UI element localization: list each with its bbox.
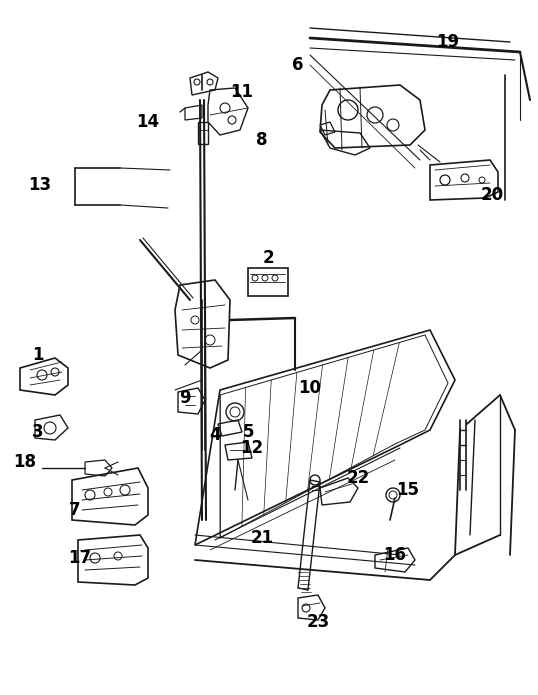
- Text: 18: 18: [13, 453, 37, 471]
- Text: 10: 10: [299, 379, 322, 397]
- Text: 9: 9: [179, 389, 191, 407]
- Text: 4: 4: [209, 426, 221, 444]
- Text: 17: 17: [68, 549, 91, 567]
- Text: 13: 13: [29, 176, 52, 194]
- Text: 15: 15: [397, 481, 420, 499]
- Text: 20: 20: [480, 186, 504, 204]
- Text: 12: 12: [240, 439, 264, 457]
- Text: 11: 11: [230, 83, 253, 101]
- Text: 2: 2: [262, 249, 274, 267]
- Text: 8: 8: [256, 131, 268, 149]
- Text: 21: 21: [250, 529, 273, 547]
- Text: 16: 16: [384, 546, 407, 564]
- Text: 23: 23: [306, 613, 330, 631]
- Bar: [248, 268, 288, 296]
- Text: 7: 7: [69, 501, 81, 519]
- Text: 22: 22: [346, 469, 370, 487]
- Bar: [198, 122, 208, 144]
- Text: 3: 3: [32, 423, 44, 441]
- Text: 1: 1: [32, 346, 44, 364]
- Text: 6: 6: [292, 56, 304, 74]
- Text: 19: 19: [436, 33, 459, 51]
- Text: 14: 14: [137, 113, 160, 131]
- Text: 5: 5: [242, 423, 254, 441]
